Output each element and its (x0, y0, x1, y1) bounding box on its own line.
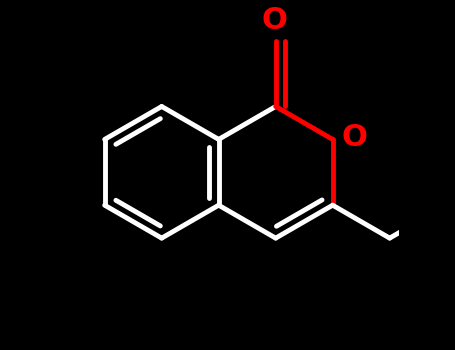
Text: O: O (342, 123, 368, 152)
Text: O: O (261, 6, 287, 35)
